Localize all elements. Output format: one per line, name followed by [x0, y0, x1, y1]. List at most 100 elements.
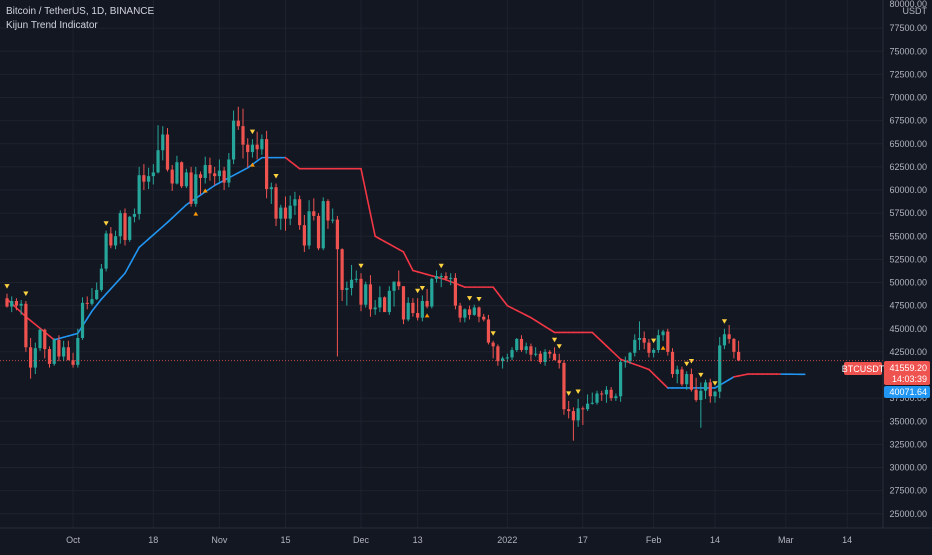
candle-body — [449, 278, 452, 279]
kijun-segment — [149, 235, 154, 239]
candle-body — [534, 354, 537, 355]
kijun-segment — [134, 247, 139, 256]
candle-body — [105, 233, 108, 268]
candle-body — [109, 233, 112, 245]
sell-signal-marker — [552, 338, 557, 343]
candle-body — [506, 357, 509, 358]
candle-body — [690, 374, 693, 390]
candle-body — [20, 304, 23, 306]
candle-body — [704, 382, 707, 390]
candle-body — [425, 301, 428, 307]
candle-body — [614, 396, 617, 398]
sell-signal-marker — [651, 339, 656, 344]
bar-countdown: 14:03:39 — [892, 374, 927, 384]
chart-legend: Bitcoin / TetherUS, 1D, BINANCE Kijun Tr… — [6, 5, 154, 32]
sell-signal-marker — [467, 296, 472, 301]
candle-body — [723, 334, 726, 345]
time-tick-label: Feb — [646, 535, 662, 545]
candle-body — [189, 172, 192, 203]
kijun-segment — [536, 321, 541, 324]
candle-body — [10, 301, 13, 307]
candle-body — [232, 121, 235, 160]
candle-body — [397, 282, 400, 287]
kijun-segment — [111, 284, 116, 289]
kijun-segment — [106, 289, 111, 294]
candle-body — [256, 145, 259, 150]
candle-body — [520, 339, 523, 350]
kijun-segment — [125, 265, 130, 274]
candle-body — [369, 284, 372, 309]
candle-body — [548, 352, 551, 354]
candle-body — [204, 165, 207, 178]
candle-body — [48, 349, 51, 364]
candle-body — [355, 279, 358, 280]
candle-body — [317, 216, 320, 248]
candle-body — [274, 187, 277, 218]
candle-body — [270, 187, 273, 189]
kijun-segment — [729, 377, 734, 380]
kijun-segment — [493, 287, 498, 293]
kijun-segment — [724, 380, 729, 383]
candle-body — [156, 150, 159, 172]
kijun-segment — [139, 243, 144, 247]
candle-body — [595, 394, 598, 403]
candle-body — [666, 332, 669, 352]
candle-body — [695, 390, 698, 400]
candle-body — [652, 350, 655, 353]
sell-signal-marker — [273, 174, 278, 179]
candle-body — [90, 299, 93, 304]
kijun-segment — [182, 205, 187, 209]
time-tick-label: 14 — [842, 535, 852, 545]
kijun-segment — [503, 299, 508, 305]
sell-signal-marker — [439, 264, 444, 269]
indicator-name[interactable]: Kijun Trend Indicator — [6, 19, 154, 32]
candle-body — [392, 282, 395, 291]
candle-body — [57, 340, 60, 357]
candle-body — [586, 404, 589, 410]
price-tick-label: 75000.00 — [889, 46, 927, 56]
kijun-segment — [663, 383, 668, 388]
sell-signal-marker — [689, 359, 694, 364]
time-tick-label: 13 — [413, 535, 423, 545]
kijun-segment — [361, 169, 366, 192]
kijun-segment — [144, 239, 149, 243]
candle-body — [100, 269, 103, 290]
candle-body — [633, 340, 636, 353]
sell-signal-marker — [420, 286, 425, 291]
time-tick-label: Nov — [211, 535, 228, 545]
candle-body — [199, 174, 202, 178]
symbol-title[interactable]: Bitcoin / TetherUS, 1D, BINANCE — [6, 5, 154, 18]
candle-body — [643, 338, 646, 343]
candle-body — [572, 411, 575, 420]
kijun-segment — [210, 185, 215, 188]
kijun-segment — [243, 168, 248, 171]
candle-body — [331, 220, 334, 221]
candle-body — [605, 390, 608, 395]
price-tick-label: 45000.00 — [889, 324, 927, 334]
kijun-segment — [101, 294, 106, 299]
candle-body — [435, 276, 438, 279]
candle-body — [515, 339, 518, 350]
candle-body — [718, 345, 721, 391]
candle-body — [180, 162, 183, 186]
kijun-segment — [215, 183, 220, 186]
candle-body — [350, 280, 353, 288]
candle-body — [284, 208, 287, 219]
price-tick-label: 77500.00 — [889, 23, 927, 33]
price-tick-label: 30000.00 — [889, 463, 927, 473]
candle-body — [152, 172, 155, 176]
candle-body — [525, 346, 528, 350]
candle-body — [293, 199, 296, 205]
candle-body — [567, 409, 570, 411]
candle-body — [685, 374, 688, 384]
candle-body — [676, 369, 679, 374]
kijun-segment — [531, 318, 536, 321]
last-price-value: 41559.20 — [889, 363, 927, 373]
candle-body — [147, 176, 150, 182]
candle-body — [421, 301, 424, 318]
kijun-segment — [649, 369, 654, 374]
candle-body — [628, 353, 631, 361]
kijun-segment — [370, 214, 375, 237]
